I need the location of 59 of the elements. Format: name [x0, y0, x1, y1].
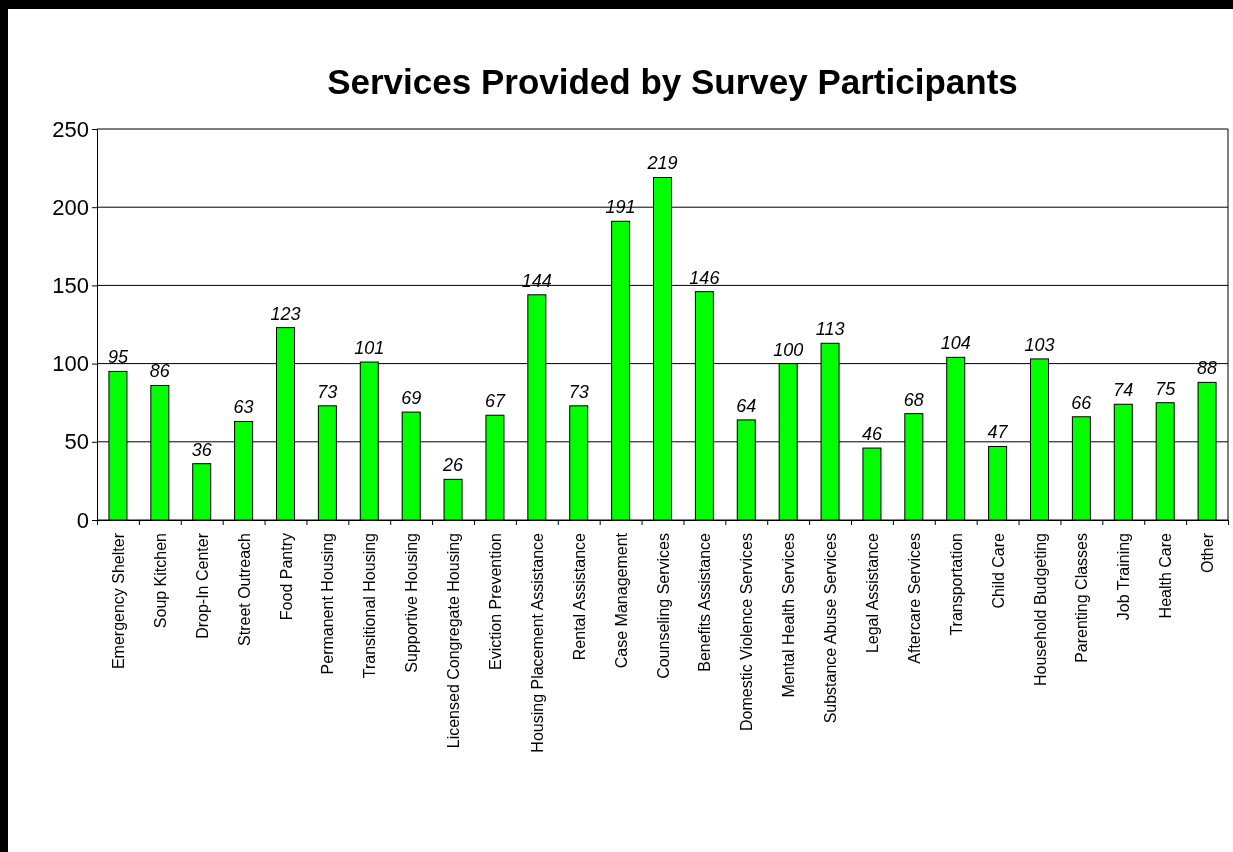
x-tick-label: Drop-In Center — [193, 532, 211, 639]
x-tick-label: Benefits Assistance — [696, 532, 714, 672]
x-tick-label: Legal Assistance — [863, 532, 881, 654]
data-label: 36 — [191, 439, 213, 460]
x-tick-label: Domestic Violence Services — [738, 533, 756, 732]
data-label: 100 — [773, 339, 804, 360]
data-label: 104 — [940, 333, 971, 354]
data-label: 67 — [484, 391, 506, 412]
y-tick-label: 50 — [64, 429, 89, 455]
x-tick-label: Job Training — [1115, 533, 1133, 621]
x-tick-label: Health Care — [1157, 532, 1175, 619]
x-tick-label: Rental Assistance — [570, 532, 588, 661]
x-tick-label: Street Outreach — [235, 533, 253, 646]
x-tick-label: Transportation — [947, 533, 965, 636]
data-label: 73 — [317, 381, 338, 402]
x-tick-label: Other — [1199, 532, 1217, 574]
x-tick-label: Household Budgeting — [1031, 533, 1049, 687]
data-label: 219 — [646, 153, 678, 174]
x-tick-label: Permanent Housing — [319, 533, 337, 675]
x-tick-label: Food Pantry — [277, 533, 295, 621]
data-label: 63 — [233, 397, 254, 418]
x-tick-label: Case Management — [612, 532, 630, 669]
y-tick-label: 250 — [52, 116, 89, 142]
data-label: 123 — [270, 303, 301, 324]
data-label: 26 — [442, 455, 465, 476]
data-label: 69 — [401, 388, 422, 409]
x-tick-label: Soup Kitchen — [151, 533, 169, 629]
x-tick-label: Child Care — [989, 532, 1007, 609]
x-tick-label: Eviction Prevention — [486, 533, 504, 670]
data-label: 68 — [903, 389, 924, 410]
data-label: 95 — [107, 347, 129, 368]
data-label: 88 — [1197, 358, 1218, 379]
data-label: 103 — [1024, 334, 1055, 355]
x-tick-label: Parenting Classes — [1073, 533, 1091, 663]
x-tick-label: Supportive Housing — [403, 533, 421, 673]
y-tick-label: 150 — [52, 272, 89, 298]
x-tick-label: Housing Placement Assistance — [528, 532, 546, 753]
x-tick-label: Transitional Housing — [361, 533, 379, 679]
data-label: 86 — [149, 361, 171, 382]
x-tick-label: Licensed Congregate Housing — [445, 533, 463, 749]
data-label: 66 — [1071, 392, 1093, 413]
data-label: 46 — [861, 424, 883, 445]
y-tick-label: 100 — [52, 351, 89, 377]
x-tick-label: Mental Health Services — [780, 533, 798, 698]
x-tick-label: Emergency Shelter — [109, 532, 127, 670]
data-label: 64 — [736, 395, 757, 416]
chart-title: Services Provided by Survey Participants — [327, 62, 1018, 101]
data-label: 75 — [1155, 378, 1177, 399]
x-tick-label: Aftercare Services — [905, 533, 923, 664]
data-label: 113 — [815, 319, 845, 340]
data-label: 146 — [689, 267, 721, 288]
data-label: 73 — [568, 381, 589, 402]
y-tick-label: 0 — [76, 507, 89, 533]
data-label: 74 — [1113, 380, 1134, 401]
data-label: 47 — [987, 422, 1009, 443]
x-tick-label: Counseling Services — [654, 533, 672, 679]
x-tick-label: Substance Abuse Services — [822, 533, 840, 724]
data-label: 101 — [354, 338, 385, 359]
y-tick-label: 200 — [52, 194, 89, 220]
